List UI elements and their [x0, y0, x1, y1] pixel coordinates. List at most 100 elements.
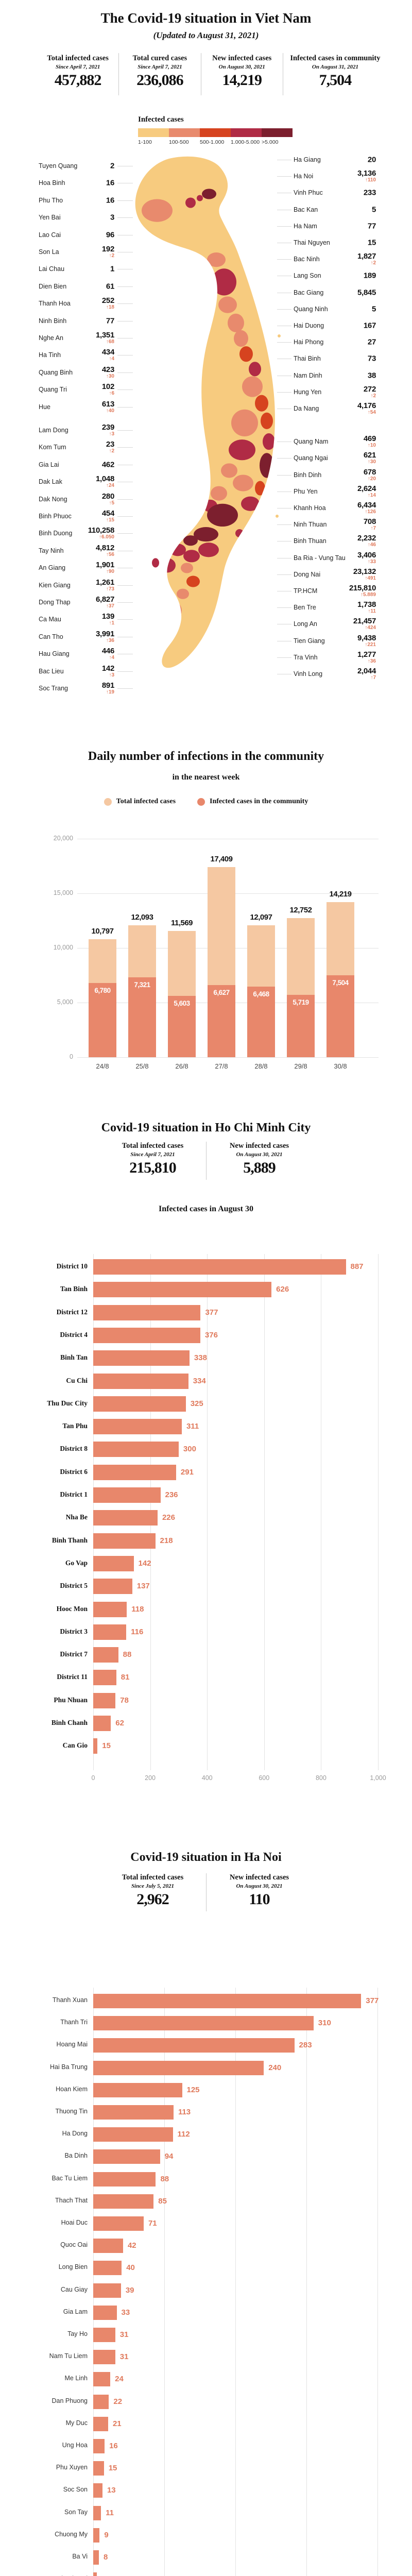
province-cases: 102	[101, 382, 114, 392]
stat-label: Total infected cases	[47, 54, 109, 62]
map-province-row-lao-cai: Lao Cai 96	[0, 226, 412, 244]
province-value-block: 3	[110, 214, 114, 222]
row-label-tan-binh: Tan Binh	[60, 1285, 88, 1293]
province-new-cases: ↑3	[109, 672, 114, 678]
legend-swatch	[262, 128, 293, 137]
bar-value-son-tay: 11	[106, 2508, 114, 2517]
map-province-row-kien-giang: Kien Giang 1,261 ↑73	[0, 577, 412, 594]
y-axis-tick: 5,000	[57, 998, 73, 1006]
bar-thanh-xuan	[93, 1994, 362, 2008]
vietnam-choropleth-map	[135, 156, 281, 668]
bar-dan-phuong	[93, 2394, 109, 2409]
province-name: Hung Yen	[294, 388, 322, 396]
bar-thuong-tin	[93, 2105, 174, 2120]
leader-line	[277, 607, 291, 608]
province-cases: 20	[367, 155, 376, 164]
province-value-block: 2,624 ↑14	[357, 485, 376, 498]
x-axis-label: 27/8	[215, 1062, 228, 1070]
bar-value-quoc-oai: 42	[127, 2241, 136, 2250]
bar-community-label: 7,321	[134, 980, 150, 989]
bar-nha-be	[93, 1510, 158, 1526]
province-value-block: 708 ↑7	[364, 518, 376, 531]
stat-label: New infected cases	[229, 1142, 289, 1150]
legend-bucket-label: 1.000-5.000	[231, 139, 260, 145]
province-cases: 21,457	[353, 617, 376, 626]
row-label-thanh-xuan: Thanh Xuan	[52, 1996, 88, 2004]
province-name: Tay Ninh	[39, 547, 64, 554]
bar-total-label: 12,097	[250, 912, 272, 922]
legend-bucket-label: 1-100	[138, 139, 152, 145]
province-cases: 2,232	[357, 534, 376, 543]
stat-date: On August 30, 2021	[236, 1151, 283, 1158]
province-cases: 252	[101, 296, 114, 306]
bar-value-thanh-tri: 310	[318, 2019, 331, 2028]
province-name: Hau Giang	[39, 650, 70, 658]
province-name: Quang Nam	[294, 438, 329, 446]
bar-district-1	[93, 1487, 161, 1503]
province-value-block: 77	[368, 222, 376, 230]
map-province-row-can-tho: Can Tho 3,991 ↑36	[0, 628, 412, 646]
hcmc-stats: Total infected cases Since April 7, 2021…	[0, 1142, 412, 1180]
bar-district-12	[93, 1304, 201, 1320]
bar-bac-tu-liem	[93, 2172, 156, 2187]
province-new-cases: ↑1	[109, 620, 114, 626]
province-name: Dak Lak	[39, 478, 62, 486]
province-name: Nam Dinh	[294, 371, 322, 379]
map-province-row-tien-giang: Tien Giang 9,438 ↑221	[0, 632, 412, 650]
province-new-cases: ↑7	[370, 675, 376, 681]
province-cases: 23,132	[353, 567, 376, 576]
x-gridline	[207, 1254, 208, 1770]
row-label-district-11: District 11	[57, 1673, 88, 1681]
map-province-row-ha-tinh: Ha Tinh 434 ↑4	[0, 346, 412, 364]
province-value-block: 1,351 ↑68	[96, 331, 114, 345]
province-cases: 142	[101, 664, 114, 673]
x-axis-label: 30/8	[334, 1062, 347, 1070]
province-name: TP.HCM	[294, 587, 318, 595]
map-province-row-binh-phuoc: Binh Phuoc 454 ↑15	[0, 507, 412, 525]
map-province-row-quang-ninh: Quang Ninh 5	[0, 300, 412, 318]
bar-value-binh-thanh: 218	[160, 1536, 173, 1545]
province-cases: 192	[101, 245, 114, 253]
bar-value-district-12: 377	[205, 1308, 218, 1317]
leader-line	[117, 602, 133, 603]
province-value-block: 252 ↑18	[102, 297, 114, 310]
x-axis-tick: 800	[315, 1774, 327, 1782]
province-new-cases: ↑30	[106, 373, 114, 379]
stat-date: Since April 7, 2021	[55, 64, 100, 70]
map-province-row-gia-lai: Gia Lai 462	[0, 456, 412, 473]
province-value-block: 462	[102, 461, 114, 468]
bar-value-thach-that: 85	[158, 2196, 167, 2206]
map-province-row-tuyen-quang: Tuyen Quang 2	[0, 157, 412, 175]
province-cases: 280	[101, 492, 114, 501]
bar-district-6	[93, 1464, 176, 1480]
province-name: Vinh Long	[294, 670, 323, 677]
province-cases: 167	[363, 321, 376, 330]
map-province-row-phu-tho: Phu Tho 16	[0, 192, 412, 209]
bar-ha-dong	[93, 2127, 173, 2142]
row-label-binh-tan: Binh Tan	[60, 1353, 88, 1362]
province-name: Tuyen Quang	[39, 162, 78, 170]
province-name: Ninh Binh	[39, 317, 67, 325]
province-cases: 233	[363, 188, 376, 197]
province-new-cases: ↑40	[106, 408, 114, 414]
province-name: Can Tho	[39, 633, 63, 640]
bar-value-ha-dong: 112	[177, 2130, 190, 2139]
leader-line	[117, 671, 133, 672]
map-province-row-dak-lak: Dak Lak 1,048 ↑24	[0, 473, 412, 490]
bar-thanh-tri	[93, 2016, 314, 2031]
province-new-cases: ↑14	[367, 492, 376, 498]
stat-label: Total infected cases	[122, 1142, 184, 1150]
bar-value-can-gio: 15	[102, 1741, 111, 1751]
province-value-block: 38	[368, 371, 376, 379]
bar-value-district-6: 291	[180, 1467, 194, 1477]
map-province-row-tra-vinh: Tra Vinh 1,277 ↑36	[0, 649, 412, 666]
province-new-cases: ↑33	[367, 558, 376, 565]
province-new-cases: ↑110	[365, 177, 376, 183]
province-cases: 239	[101, 423, 114, 432]
row-label-gia-lam: Gia Lam	[63, 2308, 88, 2315]
bar-my-duc	[93, 2416, 108, 2431]
map-province-row-quang-nam: Quang Nam 469 ↑10	[0, 433, 412, 450]
bar-cau-giay	[93, 2283, 121, 2298]
y-axis-tick: 10,000	[53, 944, 73, 951]
bar-long-bien	[93, 2261, 122, 2276]
